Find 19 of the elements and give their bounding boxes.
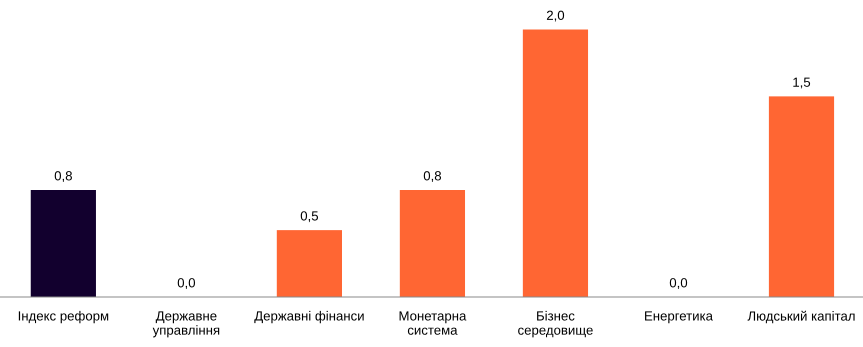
x-tick-label: Енергетика	[645, 311, 713, 324]
data-label: 1,5	[793, 78, 810, 88]
data-label: 0,8	[424, 171, 442, 182]
bar	[400, 190, 466, 297]
bar	[768, 96, 834, 297]
x-tick-label: Монетарна система	[400, 311, 466, 335]
x-tick-label: Бізнес середовище	[518, 310, 593, 338]
data-label: 2,0	[546, 10, 564, 22]
x-tick-label: Державне управління	[152, 311, 220, 338]
x-tick-label: Індекс реформ	[18, 310, 108, 324]
bar	[522, 30, 588, 297]
data-label: 0,0	[178, 278, 196, 290]
data-label: 0,0	[670, 278, 688, 290]
x-tick-label: Людський капітал	[748, 310, 855, 324]
x-tick-label: Державні фінанси	[254, 310, 364, 324]
bar	[276, 230, 342, 297]
data-label: 0,5	[300, 211, 318, 222]
data-label: 0,8	[54, 171, 72, 182]
bar	[30, 190, 96, 297]
